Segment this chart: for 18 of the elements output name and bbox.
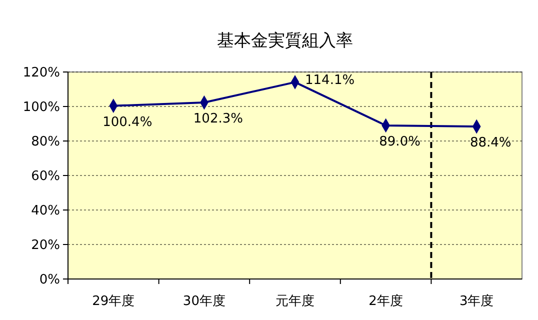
y-tick-label: 120% <box>22 66 60 81</box>
y-tick-label: 100% <box>22 100 60 116</box>
data-label: 102.3% <box>193 112 243 127</box>
x-tick-label: 3年度 <box>459 293 494 309</box>
y-tick-label: 40% <box>31 204 60 219</box>
y-tick-label: 60% <box>31 169 60 184</box>
y-tick-label: 80% <box>31 134 60 150</box>
data-label: 114.1% <box>305 73 355 88</box>
data-label: 88.4% <box>470 136 512 151</box>
x-tick-label: 30年度 <box>182 293 226 309</box>
y-tick-label: 20% <box>31 238 60 254</box>
y-tick-label: 0% <box>39 272 60 288</box>
chart-title: 基本金実質組入率 <box>217 31 353 51</box>
data-label: 100.4% <box>102 114 152 130</box>
x-tick-label: 2年度 <box>368 293 403 309</box>
data-label: 89.0% <box>379 134 420 150</box>
x-tick-label: 元年度 <box>276 293 314 309</box>
x-tick-label: 29年度 <box>92 293 135 309</box>
